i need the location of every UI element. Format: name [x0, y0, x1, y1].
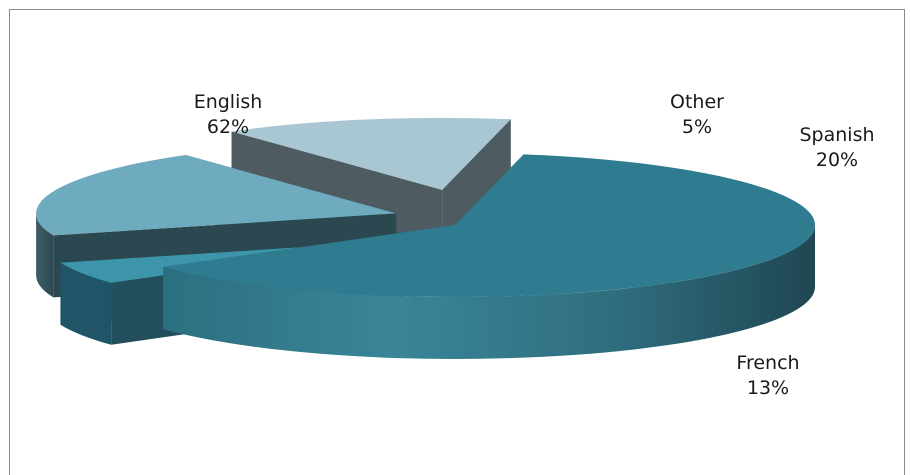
slice-english	[163, 154, 815, 359]
label-other-name: Other	[670, 91, 724, 113]
label-english-value: 62%	[207, 116, 249, 138]
label-other-value: 5%	[682, 116, 712, 138]
label-spanish-value: 20%	[816, 149, 858, 171]
label-french-value: 13%	[747, 377, 789, 399]
label-spanish-name: Spanish	[799, 124, 874, 146]
label-english-name: English	[194, 91, 263, 113]
label-french-name: French	[736, 352, 799, 374]
